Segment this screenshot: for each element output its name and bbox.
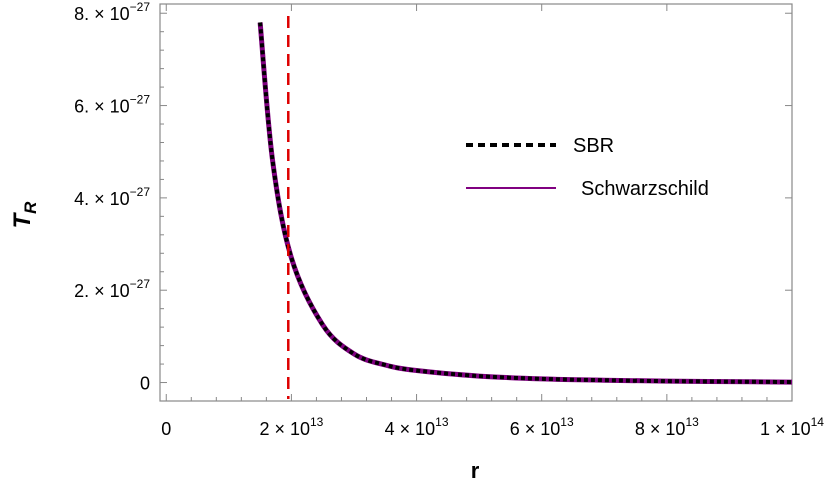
legend-schwarzschild-label: Schwarzschild bbox=[581, 178, 709, 200]
x-ticks: 0 2 × 1013 4 × 1013 6 × 1013 8 × 1013 1 × 101… bbox=[161, 4, 824, 439]
y-axis-title-base: T bbox=[9, 211, 36, 228]
x-axis-title: r bbox=[471, 458, 480, 483]
y-tick-label: 2. × 10−27 bbox=[74, 277, 150, 301]
y-axis-title: TR bbox=[9, 201, 40, 229]
x-tick-label: 0 bbox=[161, 419, 171, 439]
y-tick-label: 0 bbox=[140, 374, 150, 394]
x-tick-label: 1 × 1014 bbox=[760, 415, 824, 439]
x-tick-label: 6 × 1013 bbox=[510, 415, 574, 439]
x-tick-label: 8 × 1013 bbox=[635, 415, 699, 439]
y-tick-label: 4. × 10−27 bbox=[74, 185, 150, 209]
y-ticks: 0 2. × 10−27 4. × 10−27 6. × 10−27 8. × 10−2… bbox=[74, 0, 792, 394]
x-tick-label: 2 × 1013 bbox=[259, 415, 323, 439]
y-tick-label: 8. × 10−27 bbox=[74, 0, 150, 24]
y-tick-label: 6. × 10−27 bbox=[74, 93, 150, 117]
series-sbr-line bbox=[258, 22, 793, 385]
legend-sbr-label: SBR bbox=[573, 135, 614, 157]
x-tick-label: 4 × 1013 bbox=[385, 415, 449, 439]
plot-frame bbox=[159, 3, 793, 402]
curves bbox=[257, 16, 793, 399]
series-schwarzschild-line bbox=[257, 22, 793, 385]
y-axis-title-subscript: R bbox=[21, 201, 40, 214]
legend: SBR Schwarzschild bbox=[466, 135, 709, 200]
